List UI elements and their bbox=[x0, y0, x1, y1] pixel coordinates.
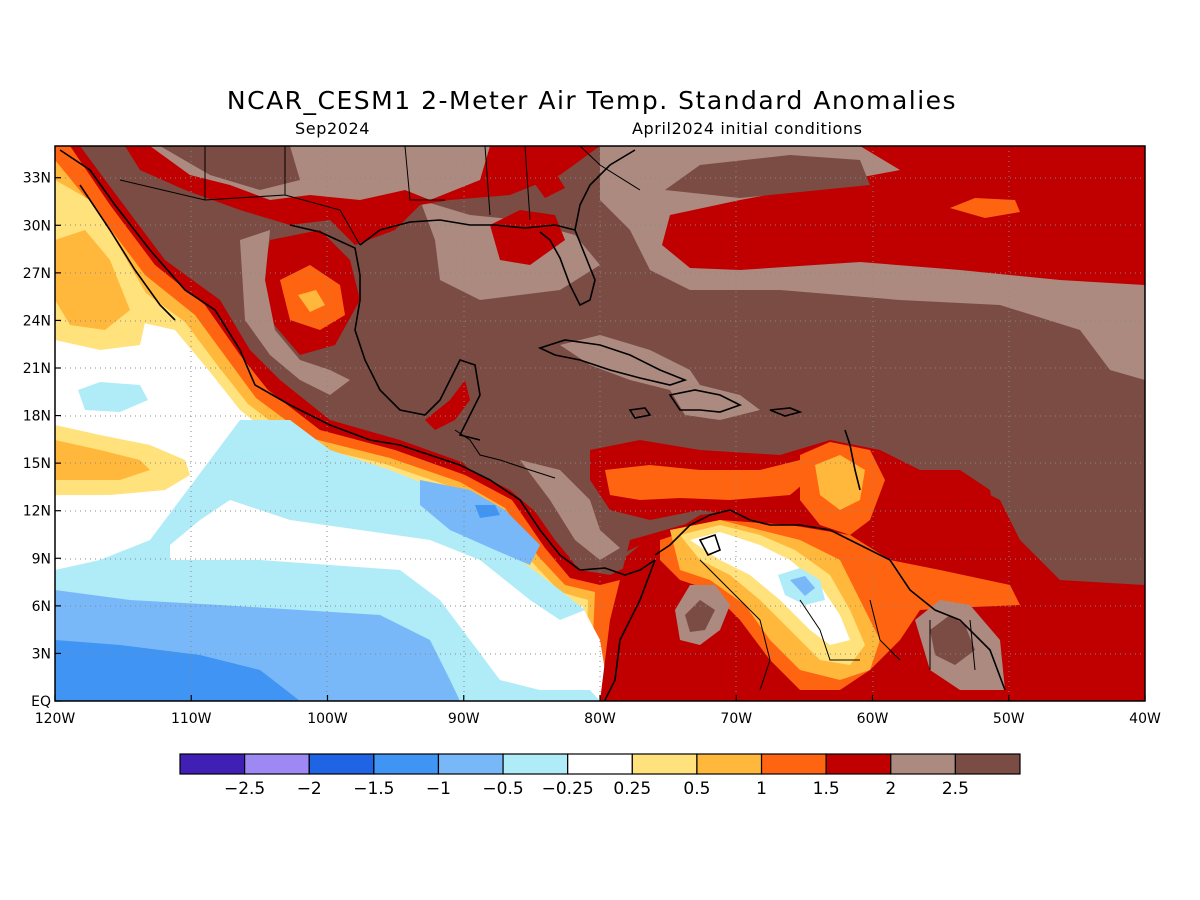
anomaly-region-windward-amber bbox=[815, 455, 865, 510]
anomaly-region-florida bbox=[490, 210, 565, 265]
anomaly-region-atlantic-patch bbox=[665, 155, 870, 198]
colorbar-bin bbox=[890, 753, 956, 775]
x-tick-label: 50W bbox=[993, 711, 1025, 727]
colorbar-bin bbox=[696, 753, 763, 775]
anomaly-region-hispaniola-brown bbox=[670, 385, 760, 420]
anomaly-region-pacific-blue-spot bbox=[475, 505, 500, 518]
y-tick-label: 15N bbox=[23, 456, 51, 472]
colorbar-bin bbox=[179, 753, 246, 775]
y-tick-label: 18N bbox=[23, 409, 51, 425]
initial-conditions-label: April2024 initial conditions bbox=[632, 119, 863, 138]
anomaly-region-pacific-blue-light-a bbox=[420, 480, 540, 565]
anomaly-region-mexico-brown bbox=[240, 230, 350, 395]
colorbar-label: −2.5 bbox=[224, 779, 265, 799]
colorbar-bin bbox=[567, 753, 633, 775]
colorbar-label: −1.5 bbox=[353, 779, 394, 799]
anomaly-region-guiana-dark bbox=[930, 615, 975, 665]
x-tick-label: 120W bbox=[35, 711, 76, 727]
anomaly-region-east-pacific-amber bbox=[55, 440, 150, 480]
y-tick-label: 12N bbox=[23, 504, 51, 520]
colorbar-bin bbox=[244, 753, 310, 775]
colorbar-bin bbox=[954, 753, 1021, 775]
anomaly-region-texas-yellow bbox=[298, 290, 325, 312]
anomaly-region-baja-amber bbox=[55, 230, 130, 330]
colorbar-bin bbox=[825, 753, 892, 775]
anomaly-region-caribbean-orange bbox=[605, 460, 820, 500]
anomaly-region-cuba-brown bbox=[560, 335, 700, 390]
colorbar-label: −0.5 bbox=[482, 779, 523, 799]
colorbar-bin bbox=[437, 753, 504, 775]
anomaly-region-us-southwest bbox=[160, 146, 300, 190]
y-tick-label: EQ bbox=[31, 694, 51, 710]
x-tick-label: 70W bbox=[720, 711, 752, 727]
colorbar-label: 0.25 bbox=[613, 779, 651, 799]
colorbar-bin bbox=[760, 753, 827, 775]
colorbar-bin bbox=[502, 753, 569, 775]
y-tick-label: 3N bbox=[32, 646, 51, 662]
colorbar-label: −2 bbox=[297, 779, 322, 799]
map-title: NCAR_CESM1 2-Meter Air Temp. Standard An… bbox=[226, 86, 958, 115]
x-tick-label: 60W bbox=[857, 711, 889, 727]
colorbar-label: 1 bbox=[756, 779, 767, 799]
x-tick-label: 40W bbox=[1129, 711, 1161, 727]
anomaly-region-atlantic-spot bbox=[950, 198, 1020, 218]
x-axis-ticks: 120W 110W 100W 90W 80W 70W 60W 50W 40W bbox=[35, 695, 1161, 727]
anomaly-region-pacific-blue bbox=[55, 640, 300, 701]
anomaly-region-isthmus bbox=[440, 440, 640, 570]
colorbar-label: 2 bbox=[885, 779, 896, 799]
colorbar-label: −0.25 bbox=[542, 779, 594, 799]
forecast-month: Sep2024 bbox=[295, 119, 371, 138]
y-tick-label: 30N bbox=[23, 218, 51, 234]
colorbar-bin bbox=[373, 753, 440, 775]
anomaly-region-yucatan bbox=[425, 380, 470, 430]
anomaly-region-isthmus-brown bbox=[520, 460, 620, 560]
political-borders bbox=[119, 146, 976, 691]
colorbar-label: 2.5 bbox=[942, 779, 969, 799]
anomaly-region-colombia-dark bbox=[685, 600, 715, 632]
y-tick-label: 24N bbox=[23, 313, 51, 329]
coastlines bbox=[59, 149, 1006, 701]
colorbar-label: 0.5 bbox=[683, 779, 710, 799]
anomaly-region-pacific-cyan-spot bbox=[78, 382, 148, 412]
y-tick-label: 27N bbox=[23, 266, 51, 282]
y-tick-label: 6N bbox=[32, 599, 51, 615]
anomaly-region-sa-white bbox=[690, 532, 850, 645]
x-tick-label: 90W bbox=[448, 711, 480, 727]
colorbar: −2.5 −2 −1.5 −1 −0.5 −0.25 0.25 0.5 1 1.5 2 2.5 bbox=[179, 753, 1021, 799]
colorbar-label: −1 bbox=[426, 779, 451, 799]
y-tick-label: 21N bbox=[23, 361, 51, 377]
colorbar-label: 1.5 bbox=[813, 779, 840, 799]
x-tick-label: 110W bbox=[171, 711, 212, 727]
anomaly-region-pacific-cyan-b bbox=[240, 420, 300, 470]
y-tick-label: 9N bbox=[32, 551, 51, 567]
y-tick-label: 33N bbox=[23, 171, 51, 187]
colorbar-bin bbox=[631, 753, 698, 775]
x-tick-label: 100W bbox=[307, 711, 348, 727]
lat-lon-grid bbox=[55, 146, 1145, 701]
anomaly-region-sa-blue bbox=[790, 576, 815, 596]
anomaly-field bbox=[55, 146, 1145, 701]
y-axis-ticks: EQ 3N 6N 9N 12N 15N 18N 21N 24N 27N 30N 33N bbox=[23, 171, 61, 710]
colorbar-bin bbox=[308, 753, 375, 775]
x-tick-label: 80W bbox=[584, 711, 616, 727]
anomaly-region-atlantic-north-warm bbox=[662, 146, 1145, 285]
